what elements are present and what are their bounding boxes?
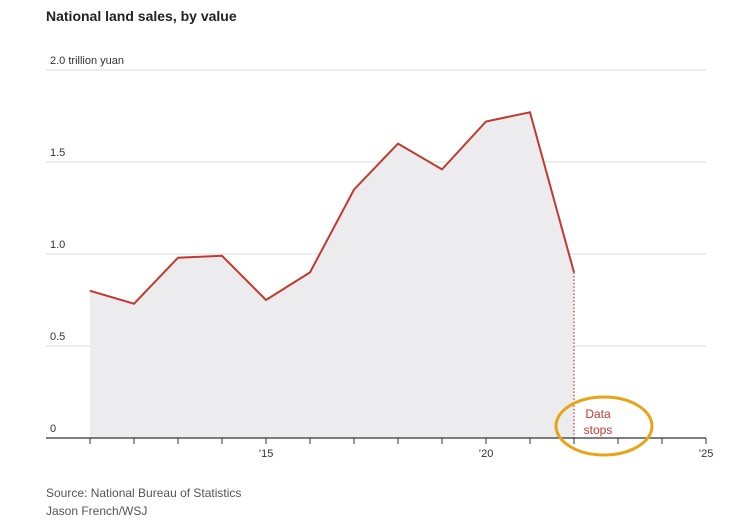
data-point xyxy=(133,303,135,305)
y-tick-label: 1.0 xyxy=(50,239,65,251)
data-stops-annotation: Data stops xyxy=(554,395,654,457)
data-point xyxy=(265,299,267,301)
x-tick-label: ’15 xyxy=(259,448,274,460)
x-axis-labels: ’15 ’20 ’25 xyxy=(259,448,714,460)
data-point xyxy=(573,271,575,273)
data-point xyxy=(353,189,355,191)
y-axis-labels: 0 0.5 1.0 1.5 2.0 trillion yuan xyxy=(50,55,124,435)
series-line xyxy=(89,111,575,305)
credit-note: Jason French/WSJ xyxy=(46,504,148,518)
data-point xyxy=(485,121,487,123)
annotation-line-1: Data xyxy=(585,407,611,421)
data-point xyxy=(441,168,443,170)
annotation-line-2: stops xyxy=(584,423,613,437)
x-tick-label: ’20 xyxy=(479,448,494,460)
x-axis xyxy=(46,437,707,444)
source-note: Source: National Bureau of Statistics xyxy=(46,486,242,500)
data-point xyxy=(397,143,399,145)
y-tick-label: 0.5 xyxy=(50,331,65,343)
area-fill xyxy=(90,112,574,439)
y-tick-label: 0 xyxy=(50,423,56,435)
y-tick-label: 1.5 xyxy=(50,147,65,159)
data-point xyxy=(529,111,531,113)
chart-title: National land sales, by value xyxy=(46,8,237,24)
highlight-circle xyxy=(554,395,654,457)
x-tick-label: ’25 xyxy=(699,448,714,460)
data-point xyxy=(177,257,179,259)
data-point xyxy=(89,290,91,292)
data-point xyxy=(221,255,223,257)
data-point xyxy=(309,271,311,273)
y-tick-label: 2.0 trillion yuan xyxy=(50,55,124,67)
